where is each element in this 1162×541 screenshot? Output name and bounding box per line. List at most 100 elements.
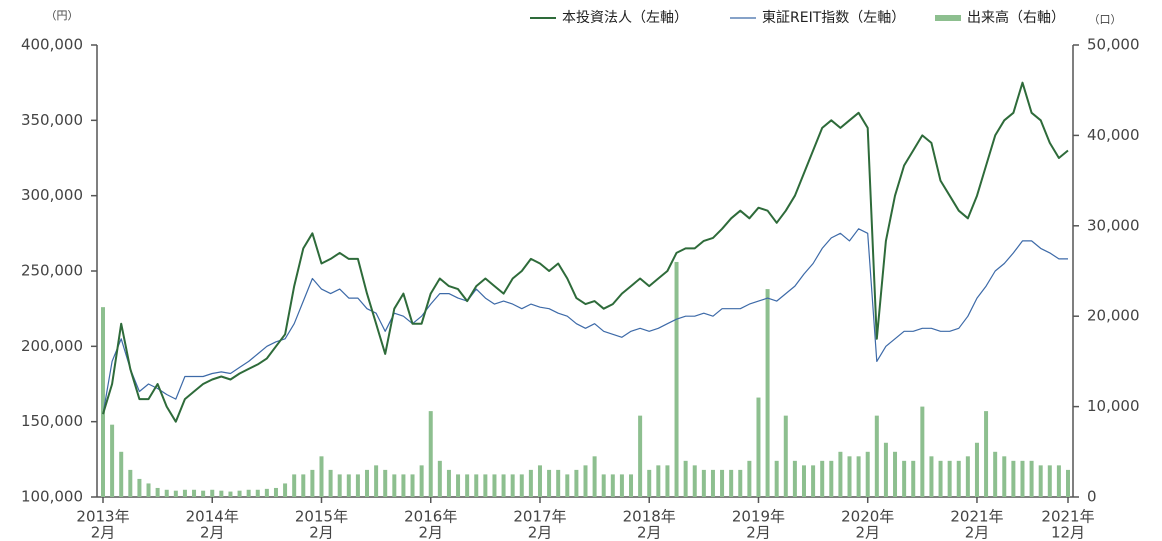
x-tick-label: 2月 [91,524,116,541]
volume-bar [110,424,115,497]
volume-bar [938,460,943,497]
volume-bar [182,489,187,497]
volume-bar [838,451,843,497]
volume-bar [437,460,442,497]
volume-bar [811,465,816,497]
volume-bar [865,451,870,497]
volume-bar [565,474,570,497]
y-tick-label: 200,000 [21,337,83,355]
legend-label: 出来高（右軸） [967,9,1065,26]
volume-bar [392,474,397,497]
volume-bar [128,469,133,497]
volume-bar [829,460,834,497]
volume-bar [874,415,879,497]
volume-bar [228,491,233,497]
y2-tick-label: 10,000 [1087,397,1140,415]
volume-bar [902,460,907,497]
volume-bar [774,460,779,497]
volume-bar [556,469,561,497]
volume-bar [1066,469,1070,497]
x-tick-label: 2月 [637,524,662,541]
x-tick-label: 2月 [855,524,880,541]
x-tick-label: 2019年 [732,508,785,526]
volume-bar [173,490,178,497]
y-tick-label: 150,000 [21,412,83,430]
volume-bar [547,469,552,497]
volume-bar [974,442,979,497]
volume-bar [984,411,989,497]
legend-label: 東証REIT指数（左軸） [762,10,905,26]
x-tick-label: 2月 [965,524,990,541]
volume-bar [1011,460,1016,497]
series-line [102,228,1068,415]
x-tick-label: 12月 [1051,524,1085,541]
volume-bar [365,469,370,497]
volume-bar [355,474,360,497]
volume-bar [692,465,697,497]
volume-bar [656,465,661,497]
y2-tick-label: 30,000 [1087,216,1140,234]
x-tick-label: 2015年 [295,508,348,526]
volume-bar [310,469,315,497]
x-tick-label: 2018年 [623,508,676,526]
volume-bar [729,469,734,497]
volume-bar [893,451,898,497]
y-tick-label: 400,000 [21,36,83,54]
volume-bar [483,474,488,497]
volume-bar [792,460,797,497]
volume-bar [965,456,970,497]
volume-bar [883,442,888,497]
volume-bar [619,474,624,497]
x-tick-label: 2月 [746,524,771,541]
volume-bar [720,469,725,497]
volume-bar [1020,460,1025,497]
volume-bar [638,415,643,497]
x-tick-label: 2月 [418,524,443,541]
y2-tick-label: 50,000 [1087,36,1140,54]
legend-swatch [935,15,961,21]
volume-bar [801,465,806,497]
x-tick-label: 2017年 [513,508,566,526]
volume-bar [510,474,515,497]
volume-bar [665,465,670,497]
volume-bar [929,456,934,497]
volume-bar [465,474,470,497]
volume-bar [519,474,524,497]
volume-bar [537,465,542,497]
volume-bar [192,489,197,497]
y2-tick-label: 0 [1087,488,1097,506]
y2-tick-label: 20,000 [1087,307,1140,325]
volume-bar [710,469,715,497]
volume-bar [383,469,388,497]
volume-bar [856,456,861,497]
volume-bar [528,469,533,497]
volume-bar [283,483,288,497]
volume-bar [592,456,597,497]
y2-unit: （口） [1089,13,1122,26]
volume-bar [993,451,998,497]
volume-bar [273,487,278,497]
volume-bar [374,465,379,497]
volume-bar [246,489,251,497]
x-tick-label: 2014年 [186,508,239,526]
volume-bar [101,307,105,497]
volume-bar [456,474,461,497]
volume-bar [947,460,952,497]
volume-bar [410,474,415,497]
volume-bar [647,469,652,497]
x-tick-label: 2013年 [76,508,129,526]
volume-bar [301,474,306,497]
volume-bar [428,411,433,497]
y-tick-label: 300,000 [21,186,83,204]
volume-bar [328,469,333,497]
volume-bar [264,488,269,497]
volume-bar [783,415,788,497]
x-tick-label: 2016年 [404,508,457,526]
volume-bar [446,469,451,497]
volume-bar [583,465,588,497]
volume-bar [346,474,351,497]
volume-bar [419,465,424,497]
volume-bar [674,261,679,497]
volume-bar [201,490,206,497]
